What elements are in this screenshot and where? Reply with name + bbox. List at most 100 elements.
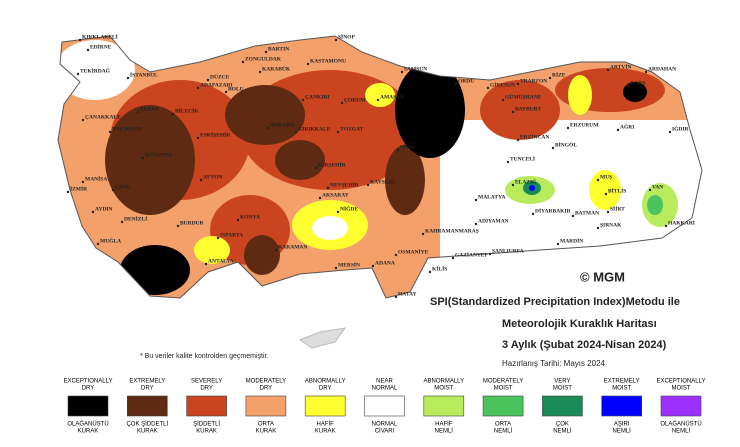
city-dot [551,146,555,150]
legend-label-en: MOIST [612,386,631,392]
city-label: ÇANKIRI [305,94,329,100]
city-dot [314,166,318,170]
city-dot [556,242,560,246]
legend-label-tr: ÇOK ŞİDDETLİ [126,421,168,428]
city-label: ORDU [458,78,474,84]
legend-label-en: NORMAL [372,386,398,392]
city-label: ŞIRNAK [600,222,622,228]
city-label: ÇANAKKALE [85,114,121,120]
city-label: VAN [652,184,663,190]
city-label: BAYBURT [515,106,542,112]
legend-swatch [542,395,583,417]
city-dot [81,180,85,184]
city-dot [400,70,404,74]
city-dot [548,76,552,80]
city-dot [516,138,520,142]
legend-swatch [67,395,109,417]
city-label: BİLECİK [175,107,199,114]
city-label: TEKİRDAĞ [80,66,111,74]
city-dot [294,130,298,134]
legend-label-tr: HAFİF [435,421,453,428]
legend-swatch [364,395,405,417]
legend-label-tr: KURAK [315,429,336,435]
legend-label-en: DRY [260,386,273,392]
city-dot [511,110,515,114]
legend-label-en: DRY [319,386,332,392]
extremely-dry-area [275,140,325,180]
city-dot [474,222,478,226]
city-label: MANİSA [85,175,107,182]
city-dot [648,188,652,192]
legend-label-en: VERY [554,379,570,385]
city-dot [196,86,200,90]
city-dot [531,212,535,216]
city-label: GİRESUN [490,81,515,88]
legend-label-en: MODERATELY [483,379,523,385]
city-label: SİİRT [610,205,625,212]
city-label: MUĞLA [100,236,121,244]
legend-label-tr: HAFİF [317,421,335,428]
city-label: ERZİNCAN [520,133,549,140]
city-labels: KIRKLARELİ EDİRNE TEKİRDAĞ İSTANBUL ÇANAKKAL… [66,33,695,299]
city-label: BİNGÖL [555,141,577,148]
cyprus [298,327,347,349]
city-dot [306,62,310,66]
city-dot [176,224,180,228]
city-label: BALIKESİR [112,125,144,132]
legend-label-en: SEVERELY [191,379,222,385]
city-label: BİTLİS [608,187,626,194]
city-label: AFYON [203,174,223,180]
city-dot [326,186,330,190]
extremely-moist-area [529,185,535,191]
exceptionally-dry-area [623,82,647,102]
city-label: KÜTAHYA [145,151,172,158]
city-dot [81,118,85,122]
city-label: İZMİR [70,185,88,192]
city-dot [566,126,570,130]
city-label: KİLİS [432,265,447,272]
city-dot [664,224,668,228]
city-dot [96,242,100,246]
city-label: MALATYA [478,194,506,200]
city-label: KIRŞEHİR [318,161,347,168]
city-dot [318,196,322,200]
city-dot [626,84,630,88]
city-dot [376,98,380,102]
legend-swatch [601,395,643,417]
legend-label-tr: ÇOK [556,422,569,428]
city-dot [336,210,340,214]
city-dot [241,60,245,64]
city-label: KIRKLARELİ [82,33,118,40]
legend-label-en: MODERATELY [246,379,286,385]
city-dot [396,148,400,152]
city-label: UŞAK [115,184,131,190]
city-label: RİZE [552,71,566,78]
city-label: MARDİN [560,237,583,244]
city-dot [516,82,520,86]
legend-label-tr: KURAK [256,429,277,435]
legend-label-tr: NEMLİ [672,428,691,435]
legend-swatch [245,395,287,417]
legend-swatch [423,395,465,417]
city-dot [394,295,398,299]
legend-swatch [186,395,227,417]
legend-label-en: MOIST [434,386,453,392]
abnormally-dry-area [365,83,395,107]
legend-label-tr: ORTA [258,422,274,428]
city-label: ARDAHAN [648,66,676,72]
city-label: ELAZIĞ [515,177,537,185]
city-label: BATMAN [575,210,599,216]
extremely-dry-area [225,85,305,145]
city-label: ŞANLIURFA [492,248,524,254]
city-label: NEVŞEHİR [330,181,360,188]
city-label: ERZURUM [570,122,599,128]
city-label: KASTAMONU [310,58,346,64]
city-dot [668,130,672,134]
city-label: MERSİN [338,261,360,268]
copyright: © MGM [580,269,625,284]
legend-label-en: NEAR [376,379,393,385]
legend: EXCEPTIONALLYDRYOLAĞANÜSTÜKURAKEXTREMELY… [64,379,706,435]
city-label: YOZGAT [340,126,364,132]
city-dot [264,50,268,54]
legend-label-en: DRY [200,386,213,392]
